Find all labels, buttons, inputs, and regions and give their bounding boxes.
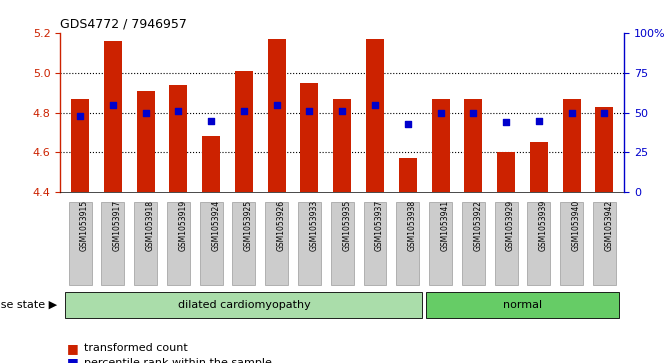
Text: GSM1053942: GSM1053942 <box>605 200 613 251</box>
Point <box>206 118 217 123</box>
Text: GSM1053935: GSM1053935 <box>342 200 351 252</box>
Text: GSM1053926: GSM1053926 <box>276 200 286 251</box>
FancyBboxPatch shape <box>232 202 256 285</box>
Point <box>403 121 413 127</box>
Point <box>337 108 348 114</box>
Text: GSM1053940: GSM1053940 <box>572 200 580 252</box>
FancyBboxPatch shape <box>364 202 386 285</box>
Bar <box>399 158 417 192</box>
Text: GSM1053933: GSM1053933 <box>309 200 319 252</box>
Bar <box>169 85 187 192</box>
Text: GSM1053915: GSM1053915 <box>80 200 89 251</box>
Text: GSM1053919: GSM1053919 <box>178 200 187 251</box>
Bar <box>202 136 220 192</box>
Text: GSM1053922: GSM1053922 <box>473 200 482 251</box>
Bar <box>366 39 384 192</box>
FancyBboxPatch shape <box>429 202 452 285</box>
Bar <box>431 99 450 192</box>
Point <box>533 118 544 123</box>
Text: normal: normal <box>503 300 542 310</box>
Point <box>74 113 85 119</box>
Text: GSM1053941: GSM1053941 <box>441 200 450 251</box>
FancyBboxPatch shape <box>298 202 321 285</box>
Point <box>238 108 249 114</box>
FancyBboxPatch shape <box>560 202 583 285</box>
Text: GSM1053929: GSM1053929 <box>506 200 515 251</box>
FancyBboxPatch shape <box>426 292 619 318</box>
FancyBboxPatch shape <box>527 202 550 285</box>
Bar <box>268 39 286 192</box>
FancyBboxPatch shape <box>397 202 419 285</box>
Text: GSM1053939: GSM1053939 <box>539 200 548 252</box>
FancyBboxPatch shape <box>68 202 91 285</box>
Bar <box>562 99 580 192</box>
Bar <box>530 142 548 192</box>
Point <box>435 110 446 115</box>
Text: GSM1053925: GSM1053925 <box>244 200 253 251</box>
Text: percentile rank within the sample: percentile rank within the sample <box>84 358 272 363</box>
Bar <box>464 99 482 192</box>
FancyBboxPatch shape <box>167 202 190 285</box>
Point <box>370 102 380 107</box>
Bar <box>497 152 515 192</box>
Point <box>271 102 282 107</box>
FancyBboxPatch shape <box>462 202 484 285</box>
Text: GSM1053937: GSM1053937 <box>375 200 384 252</box>
Point <box>173 108 184 114</box>
FancyBboxPatch shape <box>593 202 616 285</box>
Point <box>304 108 315 114</box>
Text: disease state ▶: disease state ▶ <box>0 300 57 310</box>
FancyBboxPatch shape <box>331 202 354 285</box>
Bar <box>104 41 122 192</box>
Text: GSM1053918: GSM1053918 <box>146 200 154 251</box>
Bar <box>333 99 351 192</box>
Point <box>140 110 151 115</box>
FancyBboxPatch shape <box>134 202 157 285</box>
FancyBboxPatch shape <box>200 202 223 285</box>
Point <box>599 110 610 115</box>
Text: GSM1053938: GSM1053938 <box>408 200 417 251</box>
Point <box>501 119 511 125</box>
Text: GSM1053924: GSM1053924 <box>211 200 220 251</box>
Text: dilated cardiomyopathy: dilated cardiomyopathy <box>178 300 310 310</box>
Bar <box>137 91 154 192</box>
Text: GSM1053917: GSM1053917 <box>113 200 122 251</box>
FancyBboxPatch shape <box>65 292 423 318</box>
Text: GDS4772 / 7946957: GDS4772 / 7946957 <box>60 17 187 30</box>
Text: transformed count: transformed count <box>84 343 188 354</box>
Bar <box>595 107 613 192</box>
Point <box>107 102 118 107</box>
Bar <box>235 71 253 192</box>
Text: ■: ■ <box>67 342 79 355</box>
FancyBboxPatch shape <box>495 202 517 285</box>
FancyBboxPatch shape <box>265 202 288 285</box>
FancyBboxPatch shape <box>101 202 124 285</box>
Point <box>566 110 577 115</box>
Text: ■: ■ <box>67 356 79 363</box>
Bar <box>71 99 89 192</box>
Bar <box>301 82 319 192</box>
Point <box>468 110 478 115</box>
